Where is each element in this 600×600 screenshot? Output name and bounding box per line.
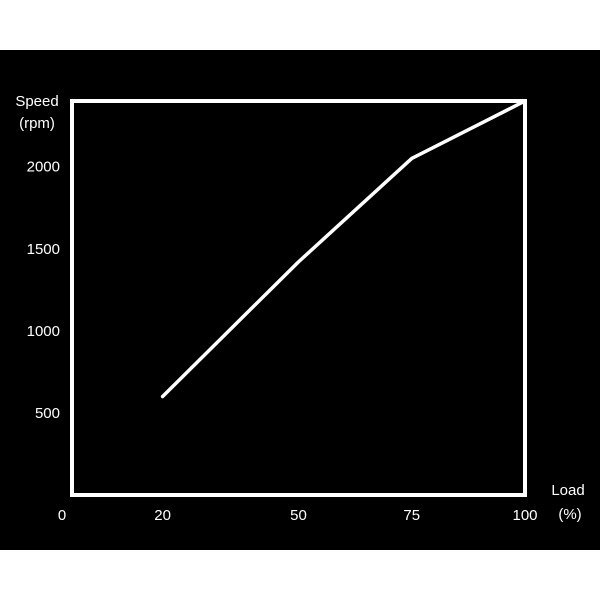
plot-frame xyxy=(70,99,527,497)
chart-panel: 500 1000 1500 2000 0 20 50 75 100 Speed (rpm) L… xyxy=(0,50,600,550)
x-axis-label-line1: Load xyxy=(551,482,584,499)
chart-svg: 500 1000 1500 2000 0 20 50 75 100 Speed (rpm) L… xyxy=(15,93,584,524)
x-tick-label: 0 xyxy=(58,507,66,524)
x-tick-labels: 0 20 50 75 100 xyxy=(58,507,538,524)
y-tick-label: 1500 xyxy=(27,241,60,258)
y-tick-label: 500 xyxy=(35,405,60,422)
y-tick-labels: 500 1000 1500 2000 xyxy=(27,159,60,422)
series-layer xyxy=(160,99,527,399)
grid-lines xyxy=(72,165,525,414)
y-axis-label-line1: Speed xyxy=(15,93,58,110)
x-tick-label: 20 xyxy=(154,507,171,524)
y-tick-label: 2000 xyxy=(27,159,60,176)
series-line xyxy=(160,99,527,399)
y-axis-label-line2: (rpm) xyxy=(19,115,55,132)
x-tick-label: 100 xyxy=(512,507,537,524)
x-tick-label: 50 xyxy=(290,507,307,524)
x-tick-label: 75 xyxy=(403,507,420,524)
y-tick-label: 1000 xyxy=(27,323,60,340)
x-axis-label-line2: (%) xyxy=(558,506,581,523)
